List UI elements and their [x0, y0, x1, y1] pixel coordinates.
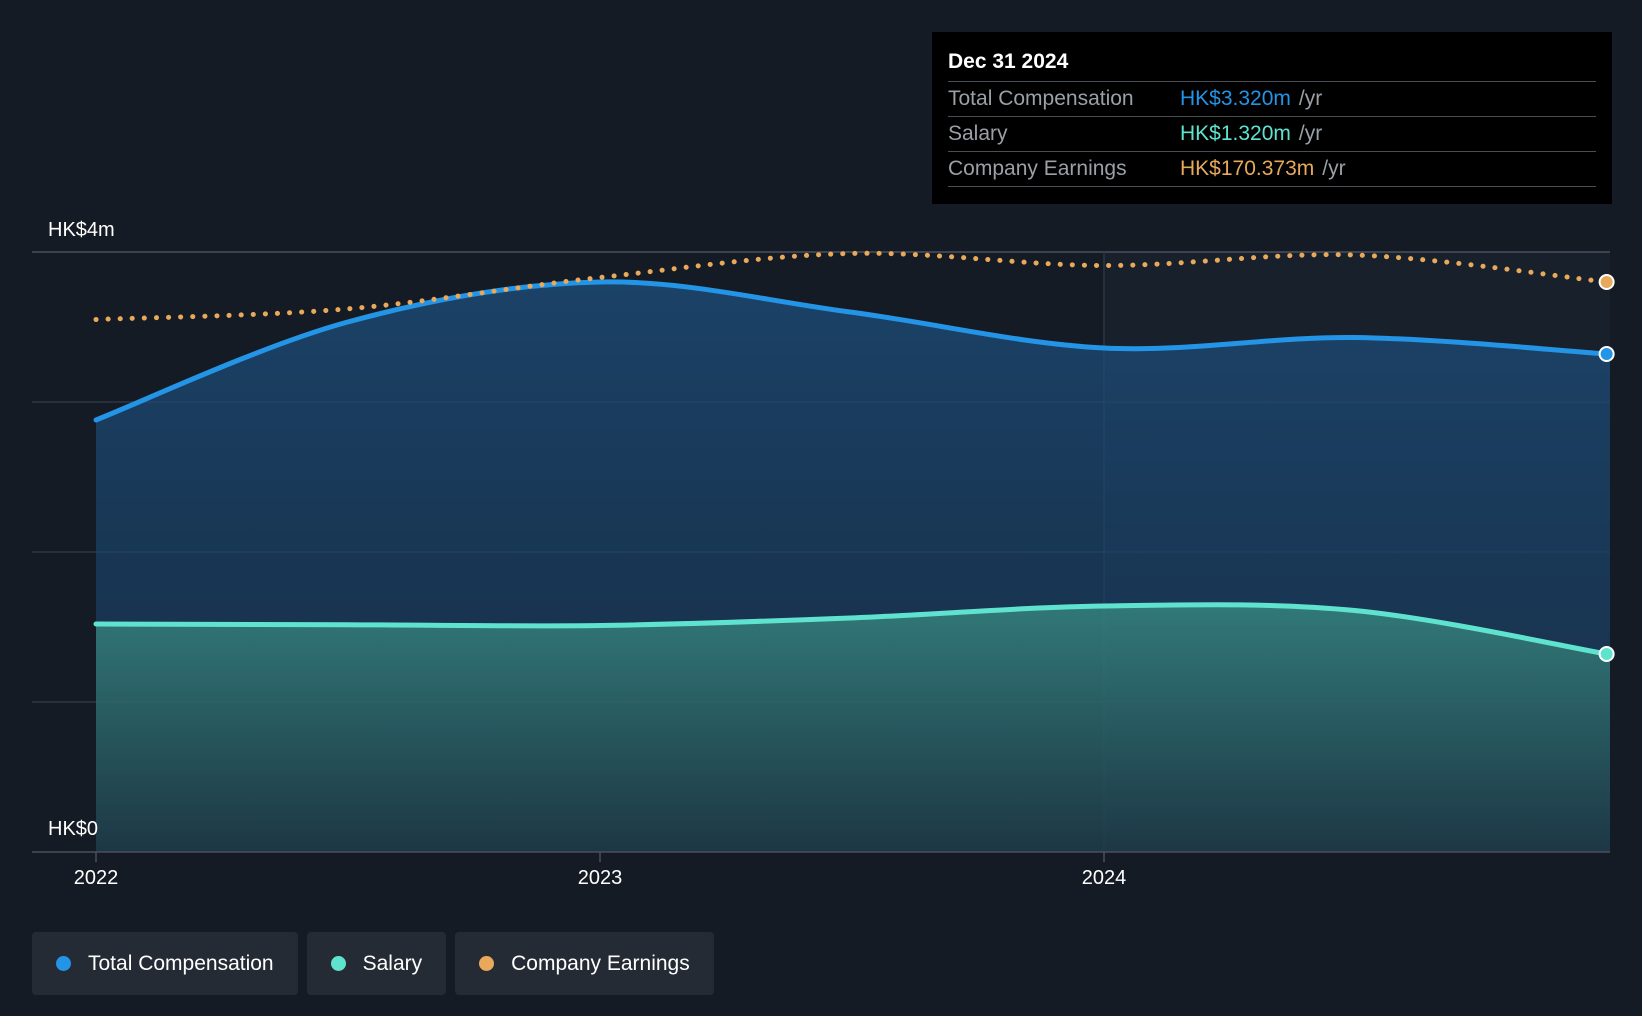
legend-label: Total Compensation [88, 951, 274, 975]
x-tick-label: 2023 [578, 867, 623, 889]
legend-label: Company Earnings [511, 951, 690, 975]
legend-label: Salary [362, 951, 423, 975]
legend-dot-icon [330, 956, 346, 971]
company-earnings-end-marker [1598, 274, 1615, 290]
legend-item-salary[interactable]: Salary [306, 932, 447, 995]
salary-end-marker [1598, 646, 1615, 662]
chart-legend: Total Compensation Salary Company Earnin… [32, 932, 714, 995]
legend-item-company-earnings[interactable]: Company Earnings [455, 932, 714, 995]
end-markers [1598, 274, 1615, 662]
tooltip-unit: /yr [1322, 157, 1346, 180]
x-tick-label: 2024 [1082, 867, 1127, 889]
x-axis: 2022 2023 2024 [32, 851, 1610, 889]
y-axis-max-label: HK$4m [48, 219, 115, 241]
tooltip-row-salary: Salary HK$1.320m /yr [948, 117, 1596, 152]
chart-tooltip: Dec 31 2024 Total Compensation HK$3.320m… [932, 32, 1612, 204]
tooltip-row-company-earnings: Company Earnings HK$170.373m /yr [948, 152, 1596, 187]
total-compensation-end-marker [1598, 346, 1615, 362]
salary-area [96, 604, 1610, 852]
tooltip-date: Dec 31 2024 [948, 46, 1596, 82]
y-axis-min-label: HK$0 [48, 818, 98, 840]
tooltip-value: HK$1.320m [1180, 122, 1291, 145]
tooltip-unit: /yr [1298, 122, 1323, 145]
total-compensation-line [93, 279, 1610, 423]
legend-item-total-compensation[interactable]: Total Compensation [32, 932, 298, 995]
legend-dot-icon [479, 956, 495, 971]
tooltip-label: Company Earnings [948, 157, 1127, 180]
tooltip-row-total-compensation: Total Compensation HK$3.320m /yr [948, 82, 1596, 117]
tooltip-unit: /yr [1298, 87, 1323, 110]
series-lines [93, 250, 1610, 657]
legend-dot-icon [56, 956, 71, 971]
series-areas [96, 281, 1610, 852]
tooltip-value: HK$3.320m [1180, 87, 1291, 110]
tooltip-label: Salary [948, 122, 1008, 145]
tooltip-value: HK$170.373m [1180, 157, 1315, 180]
x-tick-label: 2022 [74, 867, 119, 889]
salary-line [93, 602, 1610, 657]
tooltip-label: Total Compensation [948, 87, 1134, 110]
